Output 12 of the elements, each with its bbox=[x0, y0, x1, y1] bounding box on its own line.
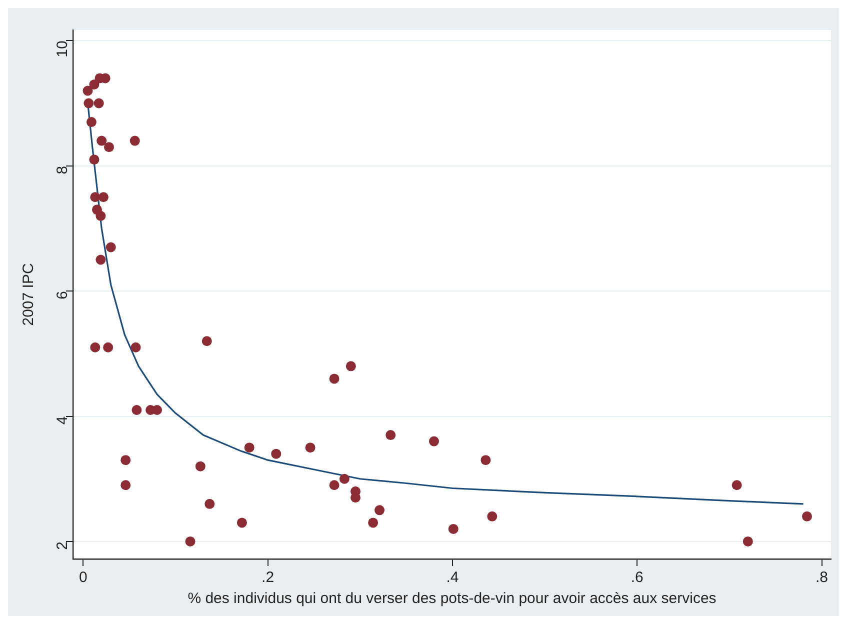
x-tick-label: .8 bbox=[816, 569, 828, 586]
y-tick-label: 6 bbox=[54, 291, 72, 300]
x-tick-label: 0 bbox=[78, 569, 88, 586]
x-tick-label: .6 bbox=[630, 569, 644, 586]
y-tick-label: 10 bbox=[54, 40, 72, 58]
y-tick-label: 2 bbox=[54, 541, 72, 550]
y-tick-label: 4 bbox=[54, 416, 72, 425]
x-tick-label: .4 bbox=[446, 569, 459, 586]
x-tick-label: .2 bbox=[262, 569, 274, 586]
y-tick-label: 8 bbox=[54, 166, 72, 174]
y-axis-title: 2007 IPC bbox=[20, 263, 38, 326]
x-axis-title: % des individus qui ont du verser des pots-de-vin pour avoir accès aux services bbox=[188, 590, 716, 608]
